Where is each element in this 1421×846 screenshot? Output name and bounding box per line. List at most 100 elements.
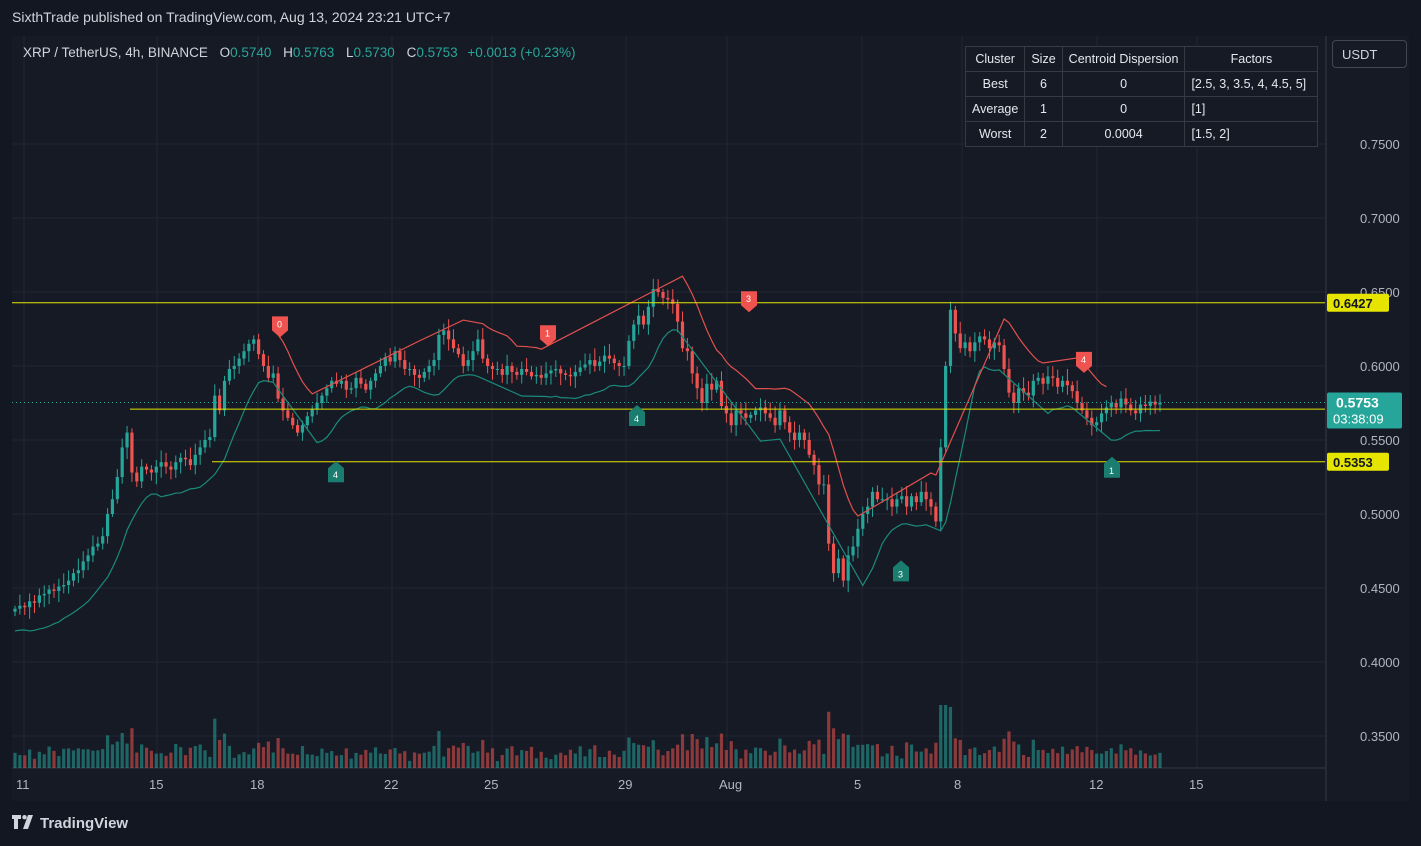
candle-body <box>520 368 524 375</box>
volume-bar <box>627 737 631 768</box>
volume-bar <box>237 754 241 768</box>
volume-bar <box>486 752 490 768</box>
candle-body <box>812 454 816 466</box>
volume-bar <box>529 746 534 768</box>
trail-support-line <box>14 329 1161 632</box>
volume-bar <box>359 754 363 768</box>
tradingview-logo-icon <box>12 815 36 833</box>
volume-bar <box>783 745 787 768</box>
candle-body <box>802 432 806 440</box>
candle-body <box>91 546 95 556</box>
candle-body <box>183 457 188 460</box>
price-level-tag <box>1327 452 1389 471</box>
volume-bar <box>1085 746 1089 768</box>
candle-body <box>607 355 612 359</box>
candle-body <box>1021 388 1026 393</box>
volume-bar <box>812 744 816 768</box>
price-level-label: 0.5353 <box>1333 455 1373 470</box>
candle-body <box>71 573 76 581</box>
candle-body <box>471 351 475 361</box>
signal-flag-label: 4 <box>634 414 639 424</box>
buy-signal-flag <box>629 404 645 426</box>
volume-bar <box>968 748 972 768</box>
volume-bar <box>773 751 777 768</box>
candle-body <box>890 499 894 507</box>
volume-bar <box>534 758 538 768</box>
candle-body <box>973 342 977 352</box>
volume-bar <box>378 753 383 768</box>
candle-body <box>96 543 100 547</box>
candle-body <box>885 499 889 501</box>
volume-bar <box>276 738 280 768</box>
chart-frame[interactable]: 0.3500 0.4000 0.4500 0.5000 0.5500 0.6000 0.65… <box>12 36 1409 801</box>
y-tick-label: 0.7000 <box>1360 211 1400 226</box>
volume-bar <box>198 744 202 768</box>
change-value: +0.0013 (+0.23%) <box>467 45 576 60</box>
volume-bar <box>987 750 992 768</box>
volume-bar <box>135 752 139 768</box>
candle-body <box>744 413 748 418</box>
volume-bar <box>1017 744 1021 768</box>
candle-body <box>261 354 266 366</box>
volume-bar <box>252 748 256 768</box>
volume-bar <box>456 747 460 768</box>
volume-bar <box>47 746 51 768</box>
volume-bar <box>140 744 144 768</box>
volume-bar <box>1075 746 1079 768</box>
volume-bar <box>671 748 675 768</box>
candle-body <box>982 336 987 340</box>
volume-bar <box>831 728 836 768</box>
volume-bar <box>1148 755 1152 768</box>
tradingview-logo[interactable]: TradingView <box>12 815 128 833</box>
volume-bar <box>982 753 987 768</box>
volume-bar <box>310 754 314 768</box>
buy-signal-flag <box>893 560 909 582</box>
volume-bar <box>164 755 168 768</box>
table-header-cell: Factors <box>1184 46 1319 72</box>
candle-body <box>115 477 119 500</box>
candle-body <box>719 380 724 406</box>
candle-body <box>846 555 850 581</box>
y-tick-label: 0.3500 <box>1360 729 1400 744</box>
volume-bar <box>159 753 163 768</box>
candle-body <box>47 589 51 594</box>
high-label: H <box>283 45 293 60</box>
volume-bar <box>544 757 548 768</box>
volume-bar <box>398 753 402 768</box>
candle-body <box>549 370 553 374</box>
volume-bar <box>929 753 933 768</box>
volume-bar <box>578 746 582 768</box>
candle-body <box>1080 403 1084 411</box>
x-tick-label: 29 <box>618 777 632 792</box>
candle-body <box>909 496 914 507</box>
candle-body <box>349 388 353 390</box>
candle-body <box>1007 368 1011 393</box>
candle-body <box>125 432 129 448</box>
candle-body <box>788 422 792 433</box>
candle-body <box>666 297 670 300</box>
candle-body <box>1109 403 1113 408</box>
volume-bar <box>919 751 923 768</box>
volume-bar <box>895 755 899 768</box>
volume-bar <box>1021 754 1026 768</box>
volume-bar <box>422 752 426 768</box>
table-row: Average 1 0 [1] <box>964 96 1319 122</box>
volume-bar <box>641 745 646 768</box>
candle-body <box>934 506 938 522</box>
volume-bar <box>900 758 904 768</box>
y-tick-label: 0.6000 <box>1360 359 1400 374</box>
volume-bar <box>427 751 431 768</box>
volume-bar <box>62 748 66 768</box>
candle-body <box>32 601 37 603</box>
candle-body <box>617 363 621 366</box>
volume-bar <box>476 751 480 768</box>
currency-button[interactable]: USDT <box>1332 40 1407 68</box>
volume-bar <box>388 749 392 768</box>
candle-body <box>130 432 134 473</box>
volume-bar <box>1138 750 1143 768</box>
volume-bar <box>607 750 612 768</box>
volume-bar <box>325 752 329 768</box>
candle-body <box>208 437 212 440</box>
price-chart[interactable]: 0.35000.40000.45000.50000.55000.60000.65… <box>12 36 1409 801</box>
volume-bar <box>905 742 909 768</box>
